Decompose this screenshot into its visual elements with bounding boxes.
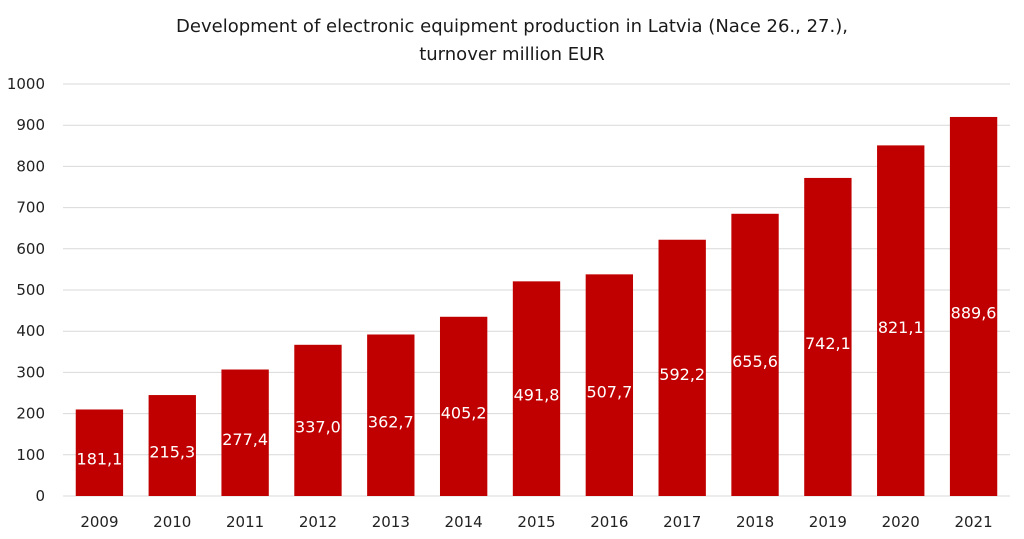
- bar: [75, 409, 124, 496]
- x-tick-label: 2011: [226, 513, 264, 531]
- x-tick-label: 2019: [809, 513, 847, 531]
- x-tick-label: 2013: [372, 513, 410, 531]
- chart-subtitle: turnover million EUR: [419, 44, 605, 65]
- bar: [877, 145, 925, 496]
- y-tick-label: 100: [16, 446, 45, 464]
- x-tick-label: 2017: [663, 513, 701, 531]
- x-tick-label: 2015: [517, 513, 555, 531]
- x-tick-label: 2009: [80, 513, 118, 531]
- x-tick-label: 2012: [299, 513, 337, 531]
- x-tick-label: 2010: [153, 513, 191, 531]
- bar: [512, 281, 561, 496]
- bar: [804, 177, 852, 496]
- data-label: 821,1: [878, 318, 924, 337]
- x-tick-label: 2020: [882, 513, 920, 531]
- y-tick-label: 800: [16, 157, 45, 175]
- bar: [658, 239, 706, 496]
- y-tick-label: 600: [16, 240, 45, 258]
- data-label: 405,2: [441, 404, 487, 423]
- y-tick-label: 700: [16, 199, 45, 217]
- x-tick-label: 2018: [736, 513, 774, 531]
- data-label: 655,6: [732, 352, 778, 371]
- y-tick-label: 900: [16, 116, 45, 134]
- chart-title: Development of electronic equipment prod…: [176, 16, 848, 37]
- data-label: 362,7: [368, 412, 414, 431]
- y-tick-label: 200: [16, 405, 45, 423]
- data-label: 742,1: [805, 334, 851, 353]
- bar: [439, 316, 488, 496]
- bar: [367, 334, 415, 496]
- data-label: 215,3: [149, 443, 195, 462]
- x-axis-ticks: 2009 2010 2011 2012 2013 2014 2015 2016 2017 2018…: [80, 513, 992, 531]
- y-tick-label: 0: [35, 487, 45, 505]
- data-label: 181,1: [77, 450, 123, 469]
- y-tick-label: 500: [16, 281, 45, 299]
- bar: [221, 369, 269, 496]
- bars: [75, 116, 998, 497]
- y-axis-ticks: 0 100 200 300 400 500 600 700 800 900 1000: [7, 75, 45, 505]
- bar: [148, 395, 196, 496]
- x-tick-label: 2016: [590, 513, 628, 531]
- data-labels: 181,1 215,3 277,4 337,0 362,7 405,2 491,8 507,7…: [77, 304, 997, 469]
- x-tick-label: 2014: [445, 513, 483, 531]
- y-tick-label: 400: [16, 322, 45, 340]
- bar: [731, 213, 779, 496]
- bar: [949, 116, 998, 497]
- data-label: 337,0: [295, 418, 341, 437]
- bar: [294, 344, 342, 496]
- x-tick-label: 2021: [954, 513, 992, 531]
- data-label: 889,6: [951, 304, 997, 323]
- data-label: 277,4: [222, 430, 268, 449]
- data-label: 491,8: [514, 386, 560, 405]
- bar: [585, 274, 634, 496]
- data-label: 507,7: [586, 382, 632, 401]
- y-tick-label: 300: [16, 363, 45, 381]
- data-label: 592,2: [659, 365, 705, 384]
- y-tick-label: 1000: [7, 75, 45, 93]
